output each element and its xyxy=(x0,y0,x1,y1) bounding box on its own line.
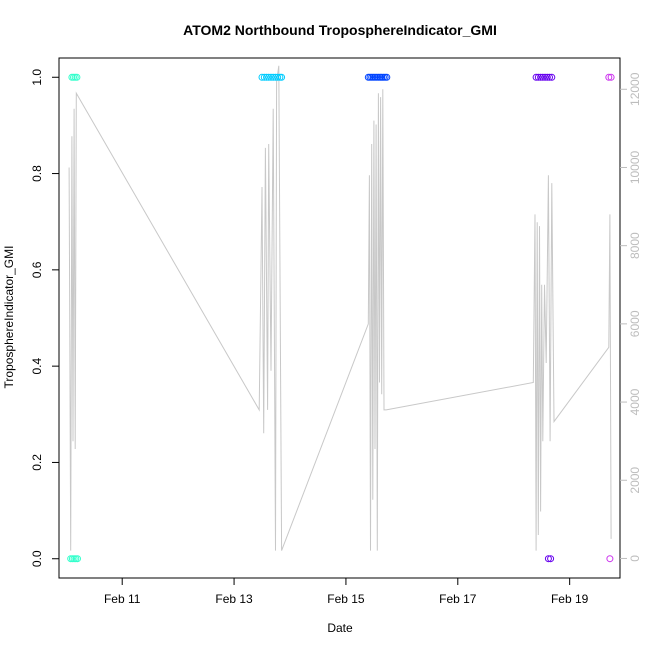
y2-tick-label-3: 6000 xyxy=(628,310,642,337)
data-point-42 xyxy=(607,73,615,81)
data-point-11 xyxy=(263,73,270,81)
data-point-34 xyxy=(539,73,547,81)
y2-tick-label-6: 12000 xyxy=(628,72,642,106)
data-point-33 xyxy=(537,73,545,81)
y2-tick-label-2: 4000 xyxy=(628,388,642,415)
data-point-10 xyxy=(260,73,268,81)
y-tick-label-5: 1.0 xyxy=(30,69,44,86)
y2-tick-label-0: 0 xyxy=(628,555,642,562)
x-axis-label: Date xyxy=(327,621,353,635)
data-point-35 xyxy=(541,73,549,81)
data-point-40 xyxy=(547,555,555,563)
x-tick-label-3: Feb 17 xyxy=(439,592,477,606)
data-point-12 xyxy=(265,73,273,81)
data-point-32 xyxy=(534,73,542,81)
x-tick-label-0: Feb 11 xyxy=(104,592,141,606)
y-tick-label-0: 0.0 xyxy=(30,550,44,567)
chart-title: ATOM2 Northbound TroposphereIndicator_GM… xyxy=(183,22,497,38)
data-point-38 xyxy=(548,73,556,81)
data-point-41 xyxy=(605,73,613,81)
altitude-line xyxy=(68,65,612,551)
y2-tick-label-4: 8000 xyxy=(628,232,642,259)
data-point-37 xyxy=(546,73,553,81)
y-tick-label-2: 0.4 xyxy=(30,357,44,374)
plot-area: Feb 11 Feb 13 Feb 15 Feb 17 Feb 19 0.0 0.2 0.4 0… xyxy=(30,57,642,606)
data-point-30 xyxy=(383,73,391,81)
y-tick-label-3: 0.6 xyxy=(30,261,44,278)
plot-frame xyxy=(58,57,621,579)
data-point-9 xyxy=(258,73,266,81)
data-point-13 xyxy=(267,73,275,81)
data-point-8 xyxy=(73,73,81,81)
data-point-39 xyxy=(544,555,552,563)
y-axis-label: TroposphereIndicator_GMI xyxy=(2,246,16,389)
data-point-16 xyxy=(274,73,282,81)
y-tick-label-4: 0.8 xyxy=(30,165,44,182)
data-point-36 xyxy=(543,73,551,81)
data-point-31 xyxy=(532,73,540,81)
data-point-18 xyxy=(278,73,286,81)
data-point-4 xyxy=(74,555,81,563)
x-tick-label-2: Feb 15 xyxy=(327,592,365,606)
data-point-14 xyxy=(269,73,277,81)
y-tick-label-1: 0.2 xyxy=(30,454,44,471)
x-tick-label-4: Feb 19 xyxy=(551,592,589,606)
x-tick-label-1: Feb 13 xyxy=(215,592,253,606)
y2-tick-label-1: 2000 xyxy=(628,467,642,494)
y2-tick-label-5: 10000 xyxy=(628,150,642,184)
data-point-43 xyxy=(606,555,614,563)
